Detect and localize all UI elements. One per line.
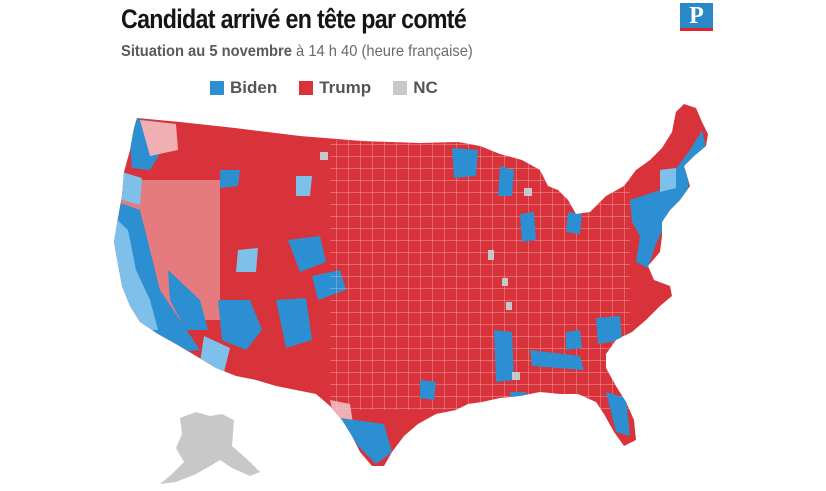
minnesota-biden [452,148,478,178]
nc-county-3 [506,302,512,310]
colorado-biden-1 [288,236,326,272]
maine-trump [672,108,700,150]
legend-item-biden: Biden [210,78,277,98]
legend-label-biden: Biden [230,78,278,97]
montana-biden [220,170,240,188]
california-coast-biden-light [114,215,158,330]
subtitle-date: Situation au 5 novembre [121,43,292,60]
new-england-biden-light [660,168,676,192]
new-mexico-biden [276,298,312,348]
county-grid-overlay [330,140,630,410]
utah-biden [236,248,258,272]
chicago-biden [520,212,536,242]
logo-letter: P [689,2,704,29]
map-legend: Biden Trump NC [210,78,438,98]
nevada-biden [168,270,208,330]
idaho-biden [296,176,312,196]
nc-county-6 [524,188,532,196]
map-title: Candidat arrivé en tête par comté [121,4,467,34]
atlanta-biden [566,330,582,350]
subtitle-time: à 14 h 40 (heure française) [291,43,473,60]
alaska-nc [160,412,260,484]
oregon-biden [122,172,142,205]
legend-item-trump: Trump [299,78,371,98]
texas-cities-biden [420,380,436,400]
legend-label-nc: NC [413,78,438,97]
publisher-logo: P [680,3,713,31]
legend-item-nc: NC [393,78,438,98]
texas-border-biden [340,418,392,464]
new-orleans-biden [510,392,528,404]
florida-south-biden [606,392,630,436]
legend-swatch-nc [393,81,408,95]
wisconsin-biden [498,166,514,196]
legend-swatch-trump [299,81,314,95]
black-belt-biden [530,350,584,370]
nc-county-5 [320,152,328,160]
legend-label-trump: Trump [319,78,372,97]
nc-county-2 [502,278,508,286]
map-subtitle: Situation au 5 novembre à 14 h 40 (heure… [121,43,473,61]
mississippi-delta-biden [494,330,514,382]
nc-county-1 [488,250,494,260]
nc-county-4 [512,372,520,380]
arizona-biden-1 [218,300,262,350]
detroit-biden [566,212,582,234]
legend-swatch-biden [210,81,224,95]
pacific-coast-biden [114,200,200,352]
northwest-pale-area [140,120,178,156]
carolina-biden [596,316,622,344]
